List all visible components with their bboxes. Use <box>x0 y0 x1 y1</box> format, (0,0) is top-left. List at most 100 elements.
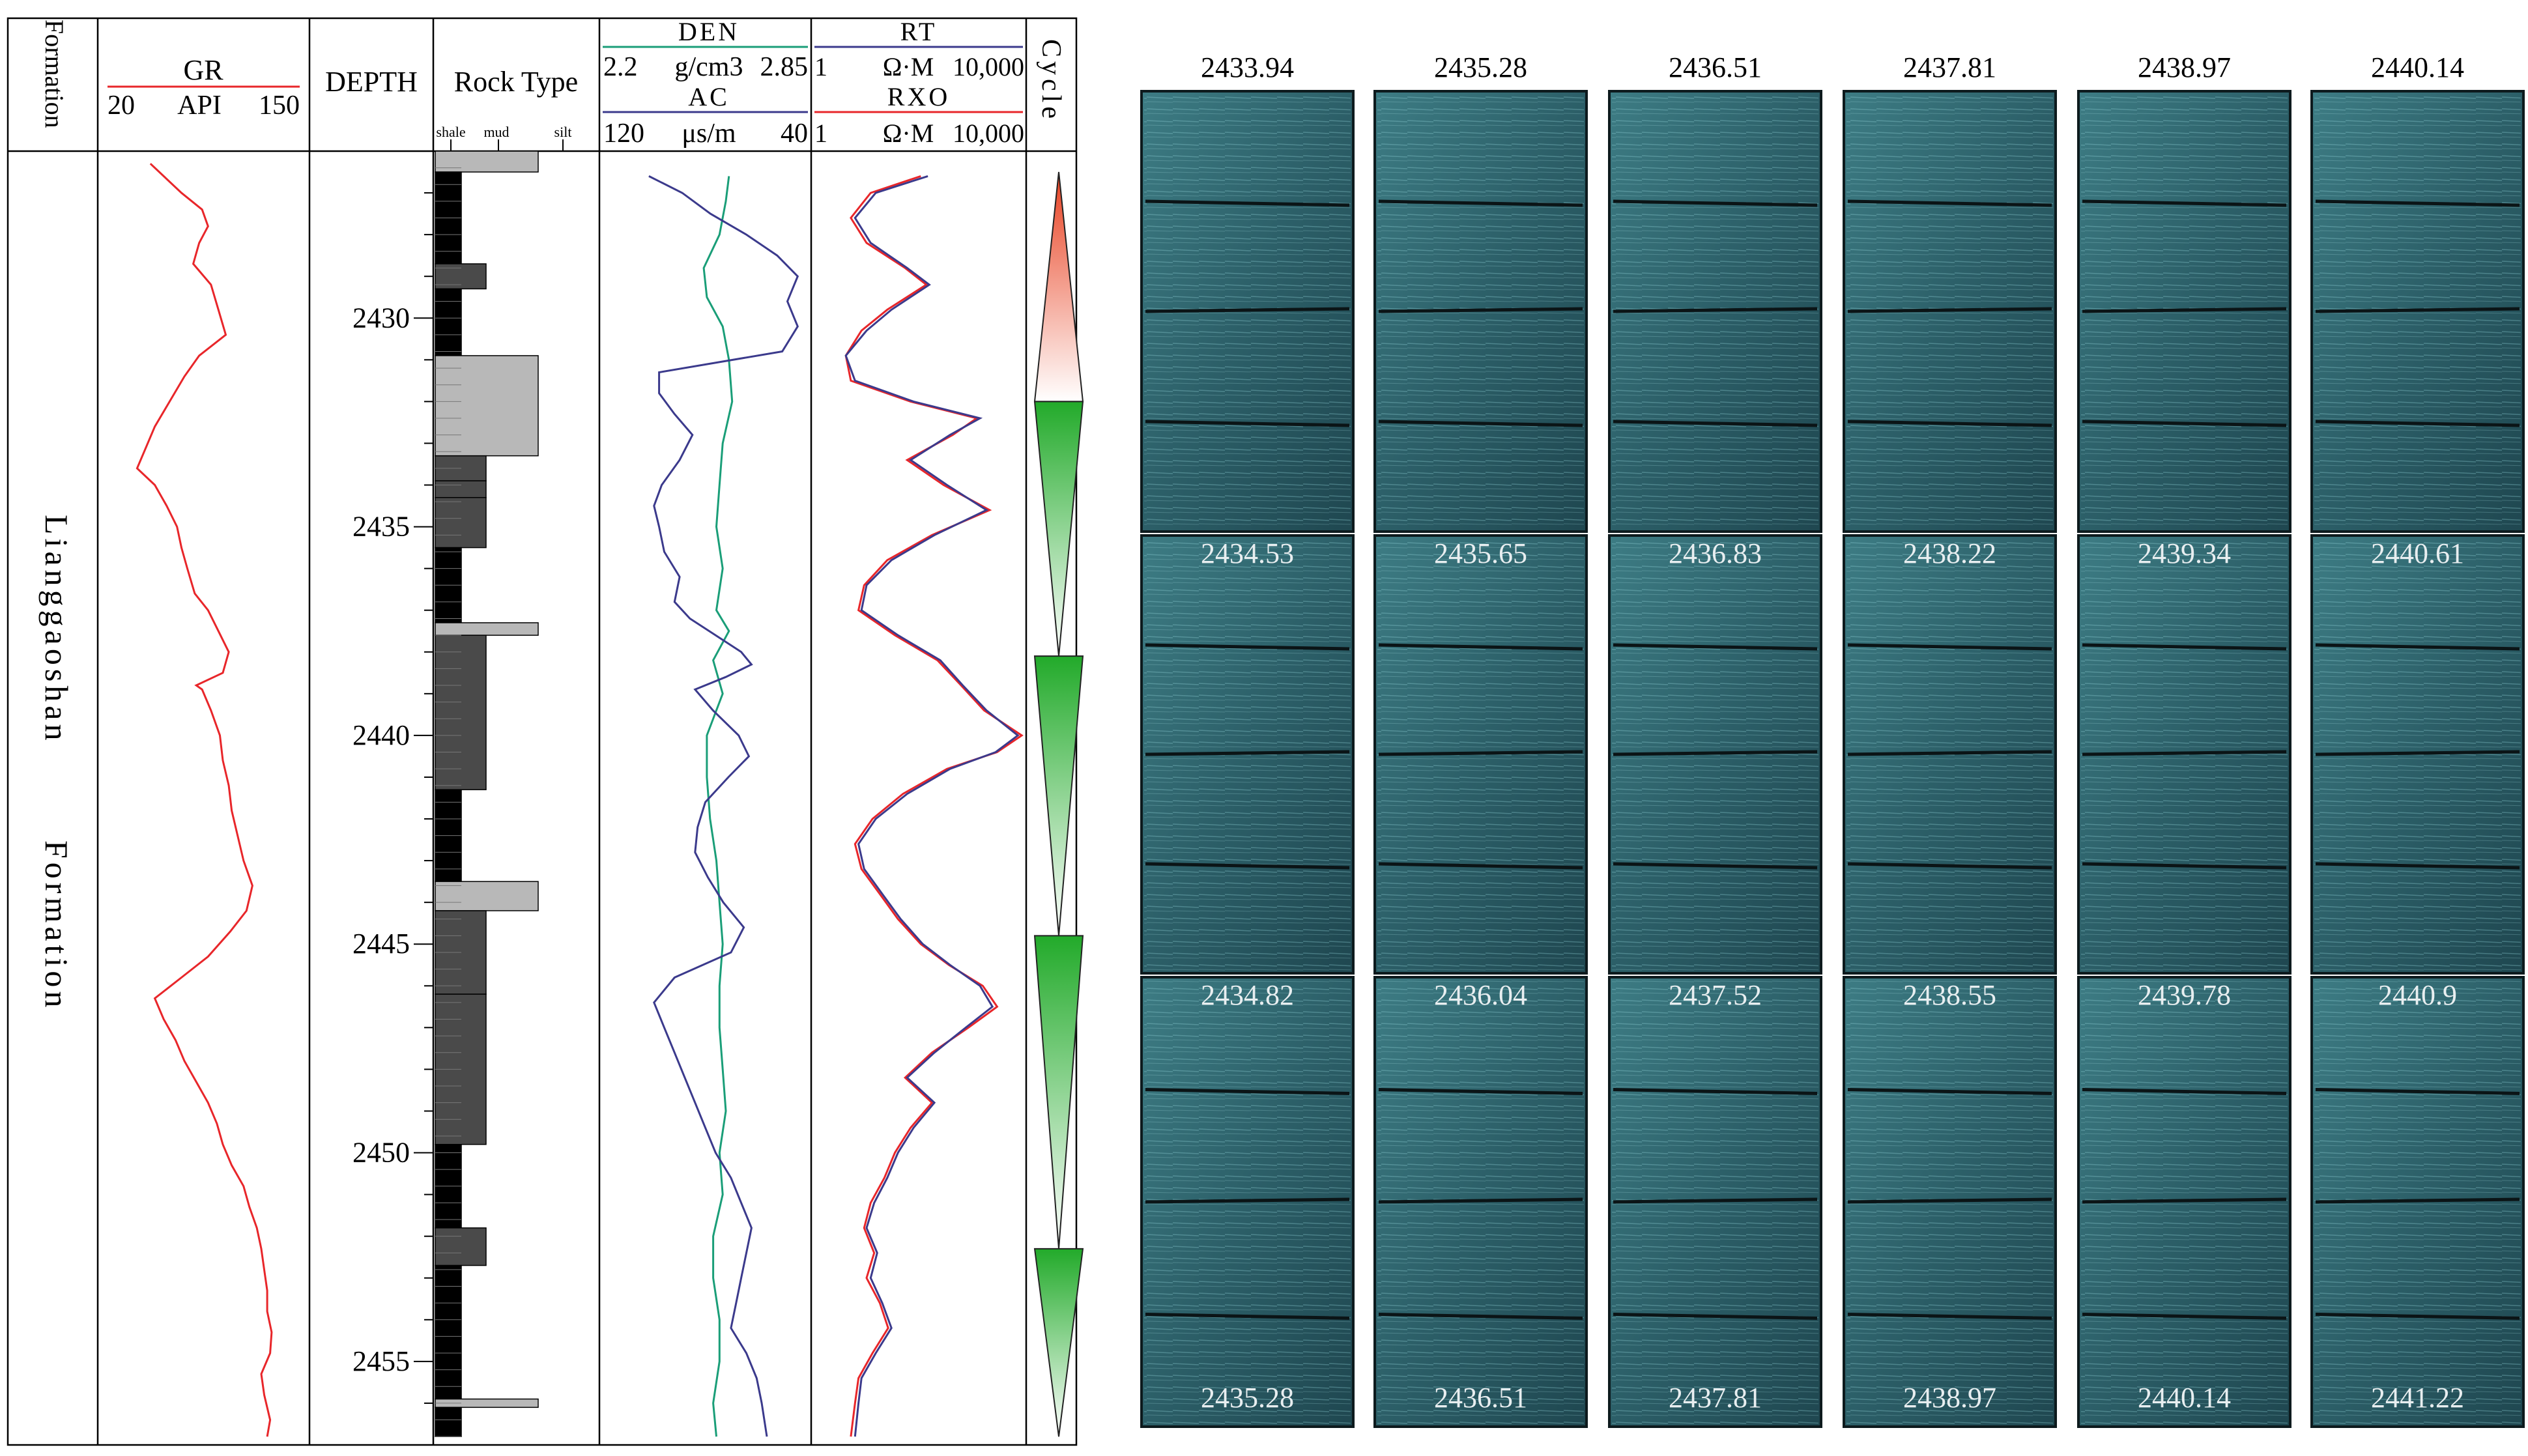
core-fracture <box>1847 643 2052 651</box>
core-fracture <box>1613 862 1818 870</box>
rock-bed-mud <box>435 635 487 790</box>
depth-axis-layer: 2430 2435 2440 2445 2450 2455 <box>352 150 433 1446</box>
core-fracture <box>1378 199 1583 207</box>
core-box-depth-label: 2439.78 <box>2138 979 2231 1011</box>
rt-curve-layer <box>844 175 1020 1437</box>
core-fracture <box>1847 307 2052 313</box>
formation-name: Lianggaoshan <box>38 515 75 744</box>
core-fracture <box>1613 420 1818 427</box>
core-fracture <box>2315 750 2520 756</box>
gr-max-label: 150 <box>259 91 300 121</box>
formation-header: Formation <box>40 20 69 128</box>
depth-tick-label: 2440 <box>352 719 410 751</box>
cycle-triangle-down <box>1033 935 1084 1249</box>
core-top-depth-label: 2435.28 <box>1434 51 1527 83</box>
core-fracture <box>2315 420 2520 427</box>
core-fracture <box>2315 1313 2520 1320</box>
gr-track-name: GR <box>183 54 223 86</box>
cycle-header: Cycle <box>1036 39 1066 122</box>
den-track-name: DEN <box>678 17 740 46</box>
core-fracture <box>1145 1088 1350 1095</box>
rt-curve <box>844 175 1020 1437</box>
core-top-depth-label: 2436.51 <box>1669 51 1762 83</box>
rxo-curve <box>844 175 1024 1437</box>
core-fracture <box>1847 1088 2052 1095</box>
core-bottom-depth-label: 2437.81 <box>1669 1382 1762 1414</box>
core-fracture <box>1613 199 1818 207</box>
rock-bed-mud <box>435 480 487 498</box>
core-box-depth-label: 2440.61 <box>2371 537 2464 569</box>
core-fracture <box>1847 1313 2052 1320</box>
core-box-depth-label: 2435.65 <box>1434 537 1527 569</box>
rxo-min-label: 1 <box>814 119 827 148</box>
core-fracture <box>2315 307 2520 313</box>
rt-track-name: RT <box>900 17 938 46</box>
core-fracture <box>2082 750 2287 756</box>
rt-min-label: 1 <box>814 52 827 81</box>
gr-unit-label: API <box>177 91 222 121</box>
core-bottom-depth-label: 2438.97 <box>1903 1382 1996 1414</box>
core-top-depth-label: 2433.94 <box>1201 51 1294 83</box>
core-fracture <box>1378 1088 1583 1095</box>
core-fracture <box>2082 307 2287 313</box>
core-bottom-depth-label: 2436.51 <box>1434 1382 1527 1414</box>
core-fracture <box>1145 643 1350 651</box>
core-fracture <box>1613 1088 1818 1095</box>
rock-bed-silt <box>435 881 539 911</box>
rt-max-label: 10,000 <box>953 52 1024 81</box>
rock-bed-silt <box>435 622 539 636</box>
ac-max-label: 40 <box>781 119 808 149</box>
rock-bed-silt <box>435 355 539 457</box>
core-top-depth-label: 2437.81 <box>1903 51 1996 83</box>
core-bottom-depth-label: 2440.14 <box>2138 1382 2231 1414</box>
core-fracture <box>1613 750 1818 756</box>
depth-tick-label: 2455 <box>352 1345 410 1377</box>
cycle-layer <box>1033 171 1084 1437</box>
core-photo-panel: 2433.94 2434.53 2434.82 2435.28 2435.28 2435.… <box>1140 51 2525 1428</box>
core-box-depth-label: 2440.9 <box>2378 979 2457 1011</box>
den-curve <box>702 176 734 1437</box>
ac-unit-label: μs/m <box>682 119 736 149</box>
core-fracture <box>2082 1313 2287 1320</box>
rock-type-header: Rock Type <box>454 66 578 98</box>
core-bottom-depth-label: 2441.22 <box>2371 1382 2464 1414</box>
gr-curve-layer <box>136 163 273 1437</box>
den-max-label: 2.85 <box>760 52 809 82</box>
rock-bed-shale <box>435 1406 462 1437</box>
core-fracture <box>1847 862 2052 870</box>
core-fracture <box>1847 420 2052 427</box>
rock-type-sublabel-silt: silt <box>554 124 572 140</box>
rock-bed-mud <box>435 263 487 290</box>
rxo-track-name: RXO <box>887 82 950 111</box>
rxo-unit-label: Ω·M <box>883 119 934 148</box>
log-frame <box>7 17 1078 1446</box>
core-box-depth-label: 2436.04 <box>1434 979 1527 1011</box>
core-fracture <box>1378 420 1583 427</box>
gr-curve <box>136 163 273 1437</box>
ac-curve <box>648 175 799 1437</box>
core-fracture <box>2082 862 2287 870</box>
cycle-triangle-down <box>1033 655 1084 936</box>
core-fracture <box>1378 307 1583 313</box>
core-fracture <box>1378 862 1583 870</box>
core-box-depth-label: 2438.22 <box>1903 537 1996 569</box>
core-box-depth-label: 2434.53 <box>1201 537 1294 569</box>
core-box-depth-label: 2439.34 <box>2138 537 2231 569</box>
core-fracture <box>1145 1313 1350 1320</box>
cycle-triangle-down <box>1033 1248 1084 1437</box>
core-fracture <box>2315 643 2520 651</box>
den-min-label: 2.2 <box>603 52 638 82</box>
core-box-depth-label: 2434.82 <box>1201 979 1294 1011</box>
core-fracture <box>1145 420 1350 427</box>
den-curve-layer <box>702 176 734 1437</box>
core-fracture <box>1145 1197 1350 1204</box>
depth-tick-label: 2445 <box>352 928 410 960</box>
core-box-depth-label: 2436.83 <box>1669 537 1762 569</box>
core-fracture <box>2082 1088 2287 1095</box>
depth-tick-label: 2435 <box>352 511 410 543</box>
core-fracture <box>2082 199 2287 207</box>
core-fracture <box>1145 750 1350 756</box>
rock-bed-mud <box>435 1227 487 1266</box>
core-fracture <box>1145 307 1350 313</box>
